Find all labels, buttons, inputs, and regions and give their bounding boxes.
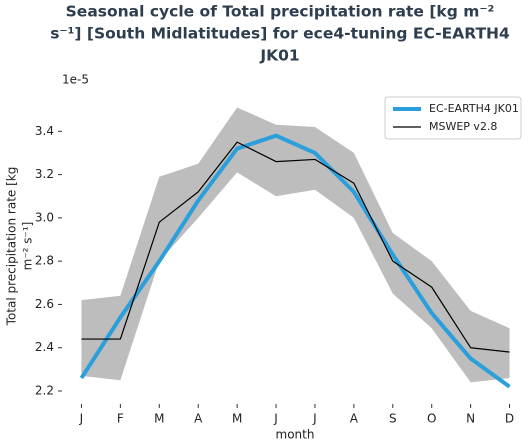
x-tick-label: J [79, 412, 84, 426]
y-tick-label: 3.2 [35, 167, 54, 181]
x-tick-label: S [389, 412, 397, 426]
y-tick-label: 2.4 [35, 340, 54, 354]
series-line [79, 133, 511, 389]
x-tick-label: J [273, 412, 278, 426]
series-line [81, 141, 510, 353]
chart-title: Seasonal cycle of Total precipitation ra… [66, 3, 495, 21]
chart-title: JK01 [259, 47, 299, 65]
x-tick-label: J [312, 412, 317, 426]
x-tick-label: N [466, 412, 475, 426]
y-tick-label: 3.4 [35, 124, 54, 138]
x-tick-label: O [427, 412, 436, 426]
y-tick-label: 2.8 [35, 254, 54, 268]
x-tick-label: M [232, 412, 242, 426]
x-tick-label: A [350, 412, 359, 426]
legend-label: MSWEP v2.8 [429, 120, 497, 133]
y-axis-label: m⁻² s⁻¹] [21, 222, 35, 271]
legend-label: EC-EARTH4 JK01 [429, 102, 519, 115]
x-tick-label: M [154, 412, 164, 426]
x-tick-label: A [194, 412, 203, 426]
y-tick-label: 2.6 [35, 297, 54, 311]
spread-band [81, 107, 510, 383]
x-tick-label: F [117, 412, 124, 426]
offset-label: 1e-5 [62, 73, 89, 87]
chart-title: s⁻¹] [South Midlatitudes] for ece4-tunin… [50, 25, 510, 43]
x-axis-label: month [276, 428, 315, 442]
y-tick-label: 2.2 [35, 384, 54, 398]
x-tick-label: D [505, 412, 514, 426]
y-axis-label: Total precipitation rate [kg [5, 167, 19, 327]
y-tick-label: 3.0 [35, 210, 54, 224]
